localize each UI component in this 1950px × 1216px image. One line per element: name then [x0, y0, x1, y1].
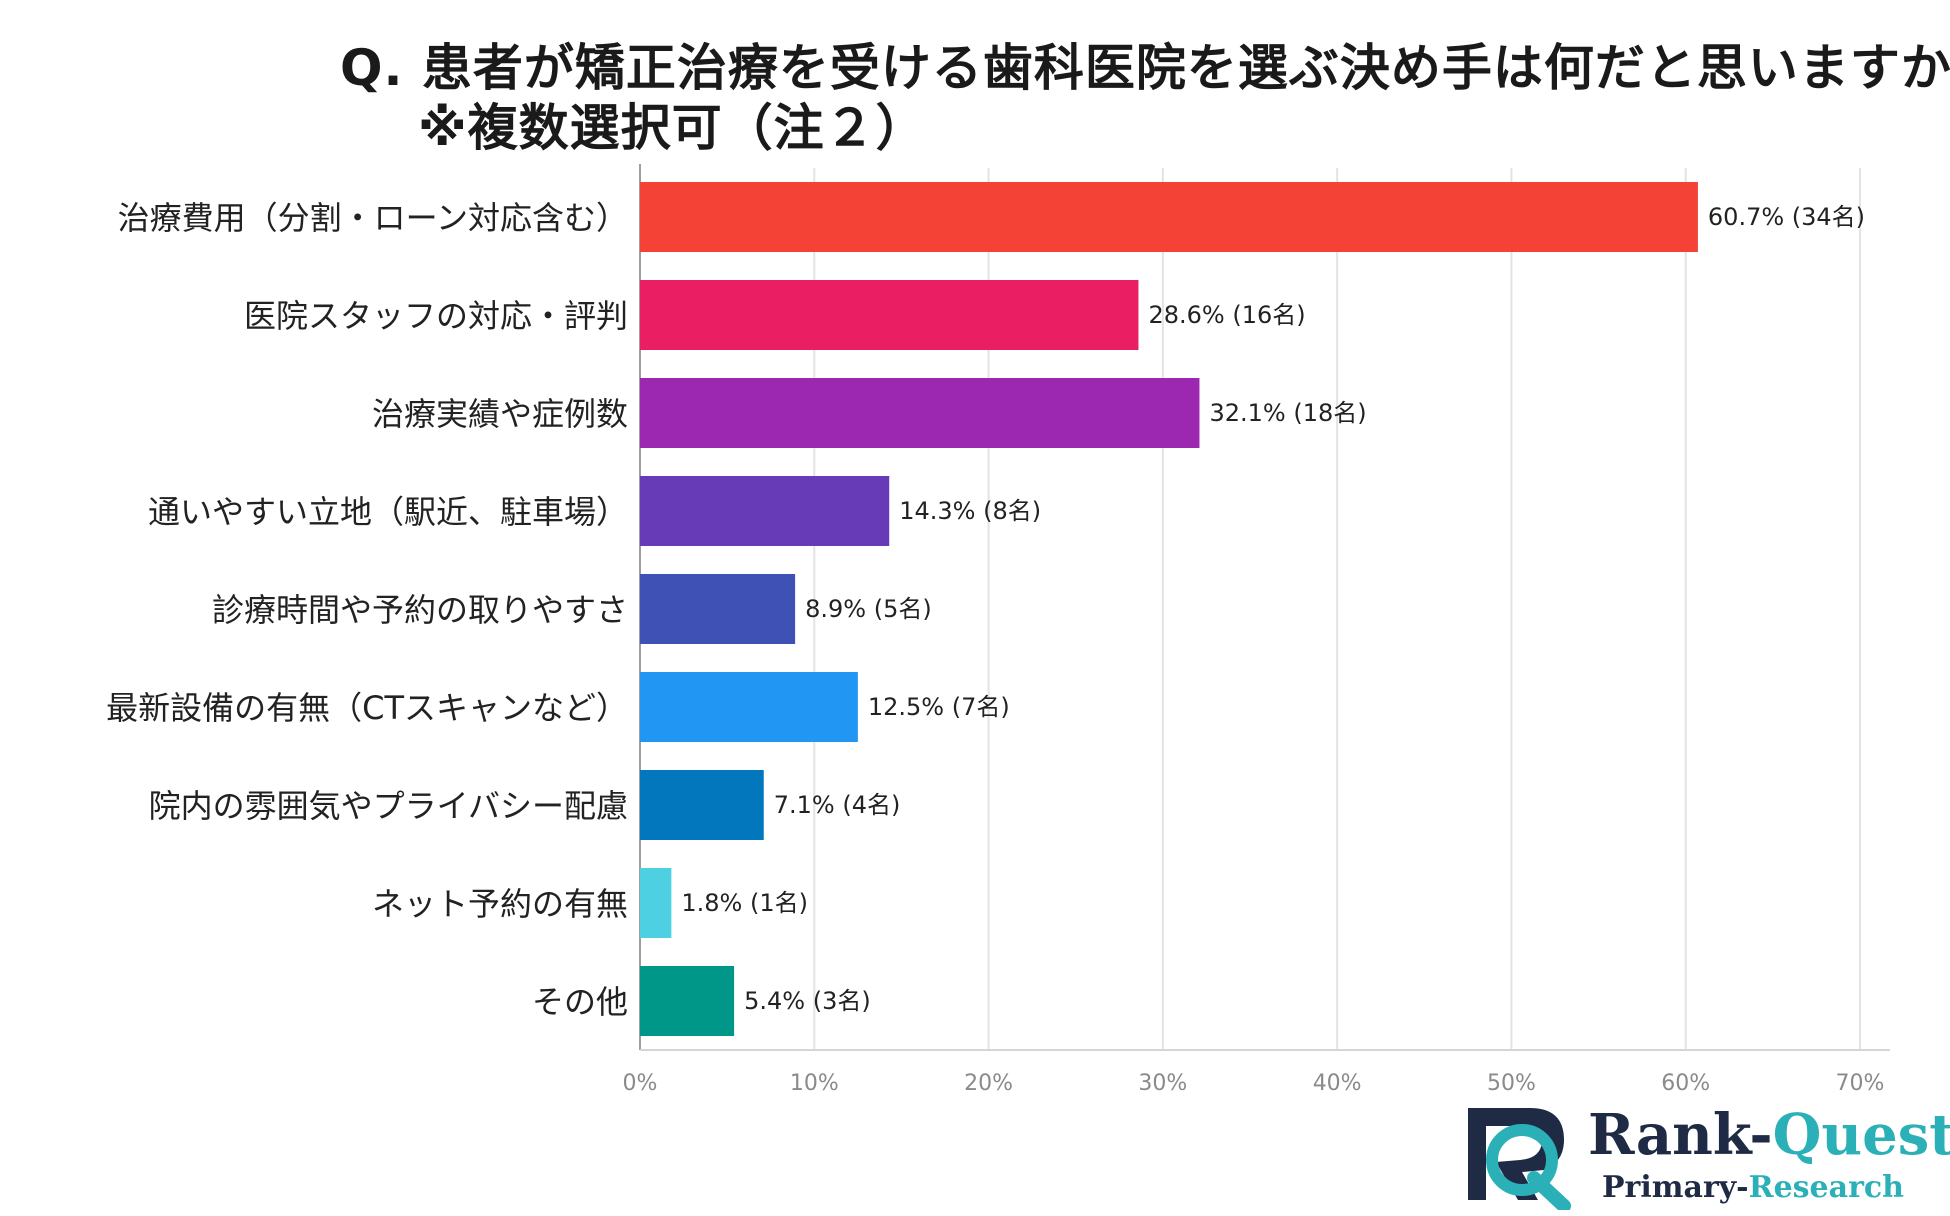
x-tick-label: 70% — [1836, 1071, 1885, 1096]
x-tick-label: 60% — [1661, 1071, 1710, 1096]
logo-name: Rank-Quest — [1588, 1102, 1950, 1168]
data-label: 60.7% (34名) — [1708, 203, 1865, 231]
bar — [640, 182, 1698, 252]
category-label: 通いやすい立地（駅近、駐車場） — [148, 493, 628, 531]
bar — [640, 378, 1200, 448]
bar — [640, 672, 858, 742]
bar — [640, 280, 1139, 350]
data-label: 7.1% (4名) — [774, 791, 901, 819]
category-label: 最新設備の有無（CTスキャンなど） — [106, 689, 628, 727]
logo-sub-part2: Research — [1748, 1170, 1904, 1205]
data-label: 12.5% (7名) — [868, 693, 1010, 721]
bar — [640, 476, 890, 546]
data-label: 1.8% (1名) — [681, 889, 808, 917]
category-label: ネット予約の有無 — [372, 885, 628, 923]
bar-plot: 0% 10% 20% 30% 40% 50% 60% 70% 治療費用（分割・ローン対応含む） 6… — [106, 164, 1890, 1096]
x-tick-label: 20% — [964, 1071, 1013, 1096]
x-tick-label: 10% — [790, 1071, 839, 1096]
category-label: その他 — [532, 983, 628, 1021]
logo-name-part2: Quest — [1772, 1102, 1950, 1168]
rq-logo-icon — [1468, 1108, 1571, 1210]
bar — [640, 868, 672, 938]
x-tick-label: 30% — [1138, 1071, 1187, 1096]
x-tick-label: 40% — [1313, 1071, 1362, 1096]
data-label: 8.9% (5名) — [805, 595, 932, 623]
category-label: 院内の雰囲気やプライバシー配慮 — [149, 787, 628, 825]
data-label: 5.4% (3名) — [744, 987, 871, 1015]
category-label: 治療実績や症例数 — [372, 395, 628, 433]
x-tick-label: 0% — [623, 1071, 658, 1096]
bar — [640, 966, 735, 1036]
rank-quest-logo: Rank-Quest Primary-Research — [1460, 1100, 1950, 1210]
category-label: 医院スタッフの対応・評判 — [244, 297, 628, 335]
logo-name-part1: Rank- — [1588, 1102, 1773, 1168]
bar — [640, 574, 796, 644]
bar — [640, 770, 764, 840]
data-label: 32.1% (18名) — [1209, 399, 1366, 427]
data-label: 14.3% (8名) — [899, 497, 1041, 525]
category-label: 診療時間や予約の取りやすさ — [212, 591, 628, 629]
logo-subtitle: Primary-Research — [1602, 1170, 1904, 1205]
logo-sub-part1: Primary- — [1602, 1170, 1749, 1205]
x-tick-label: 50% — [1487, 1071, 1536, 1096]
data-label: 28.6% (16名) — [1148, 301, 1305, 329]
chart-subtitle: ※複数選択可（注２） — [418, 99, 927, 157]
chart-title: Q. 患者が矯正治療を受ける歯科医院を選ぶ決め手は何だと思いますか？ — [340, 39, 1950, 97]
category-label: 治療費用（分割・ローン対応含む） — [118, 199, 628, 237]
